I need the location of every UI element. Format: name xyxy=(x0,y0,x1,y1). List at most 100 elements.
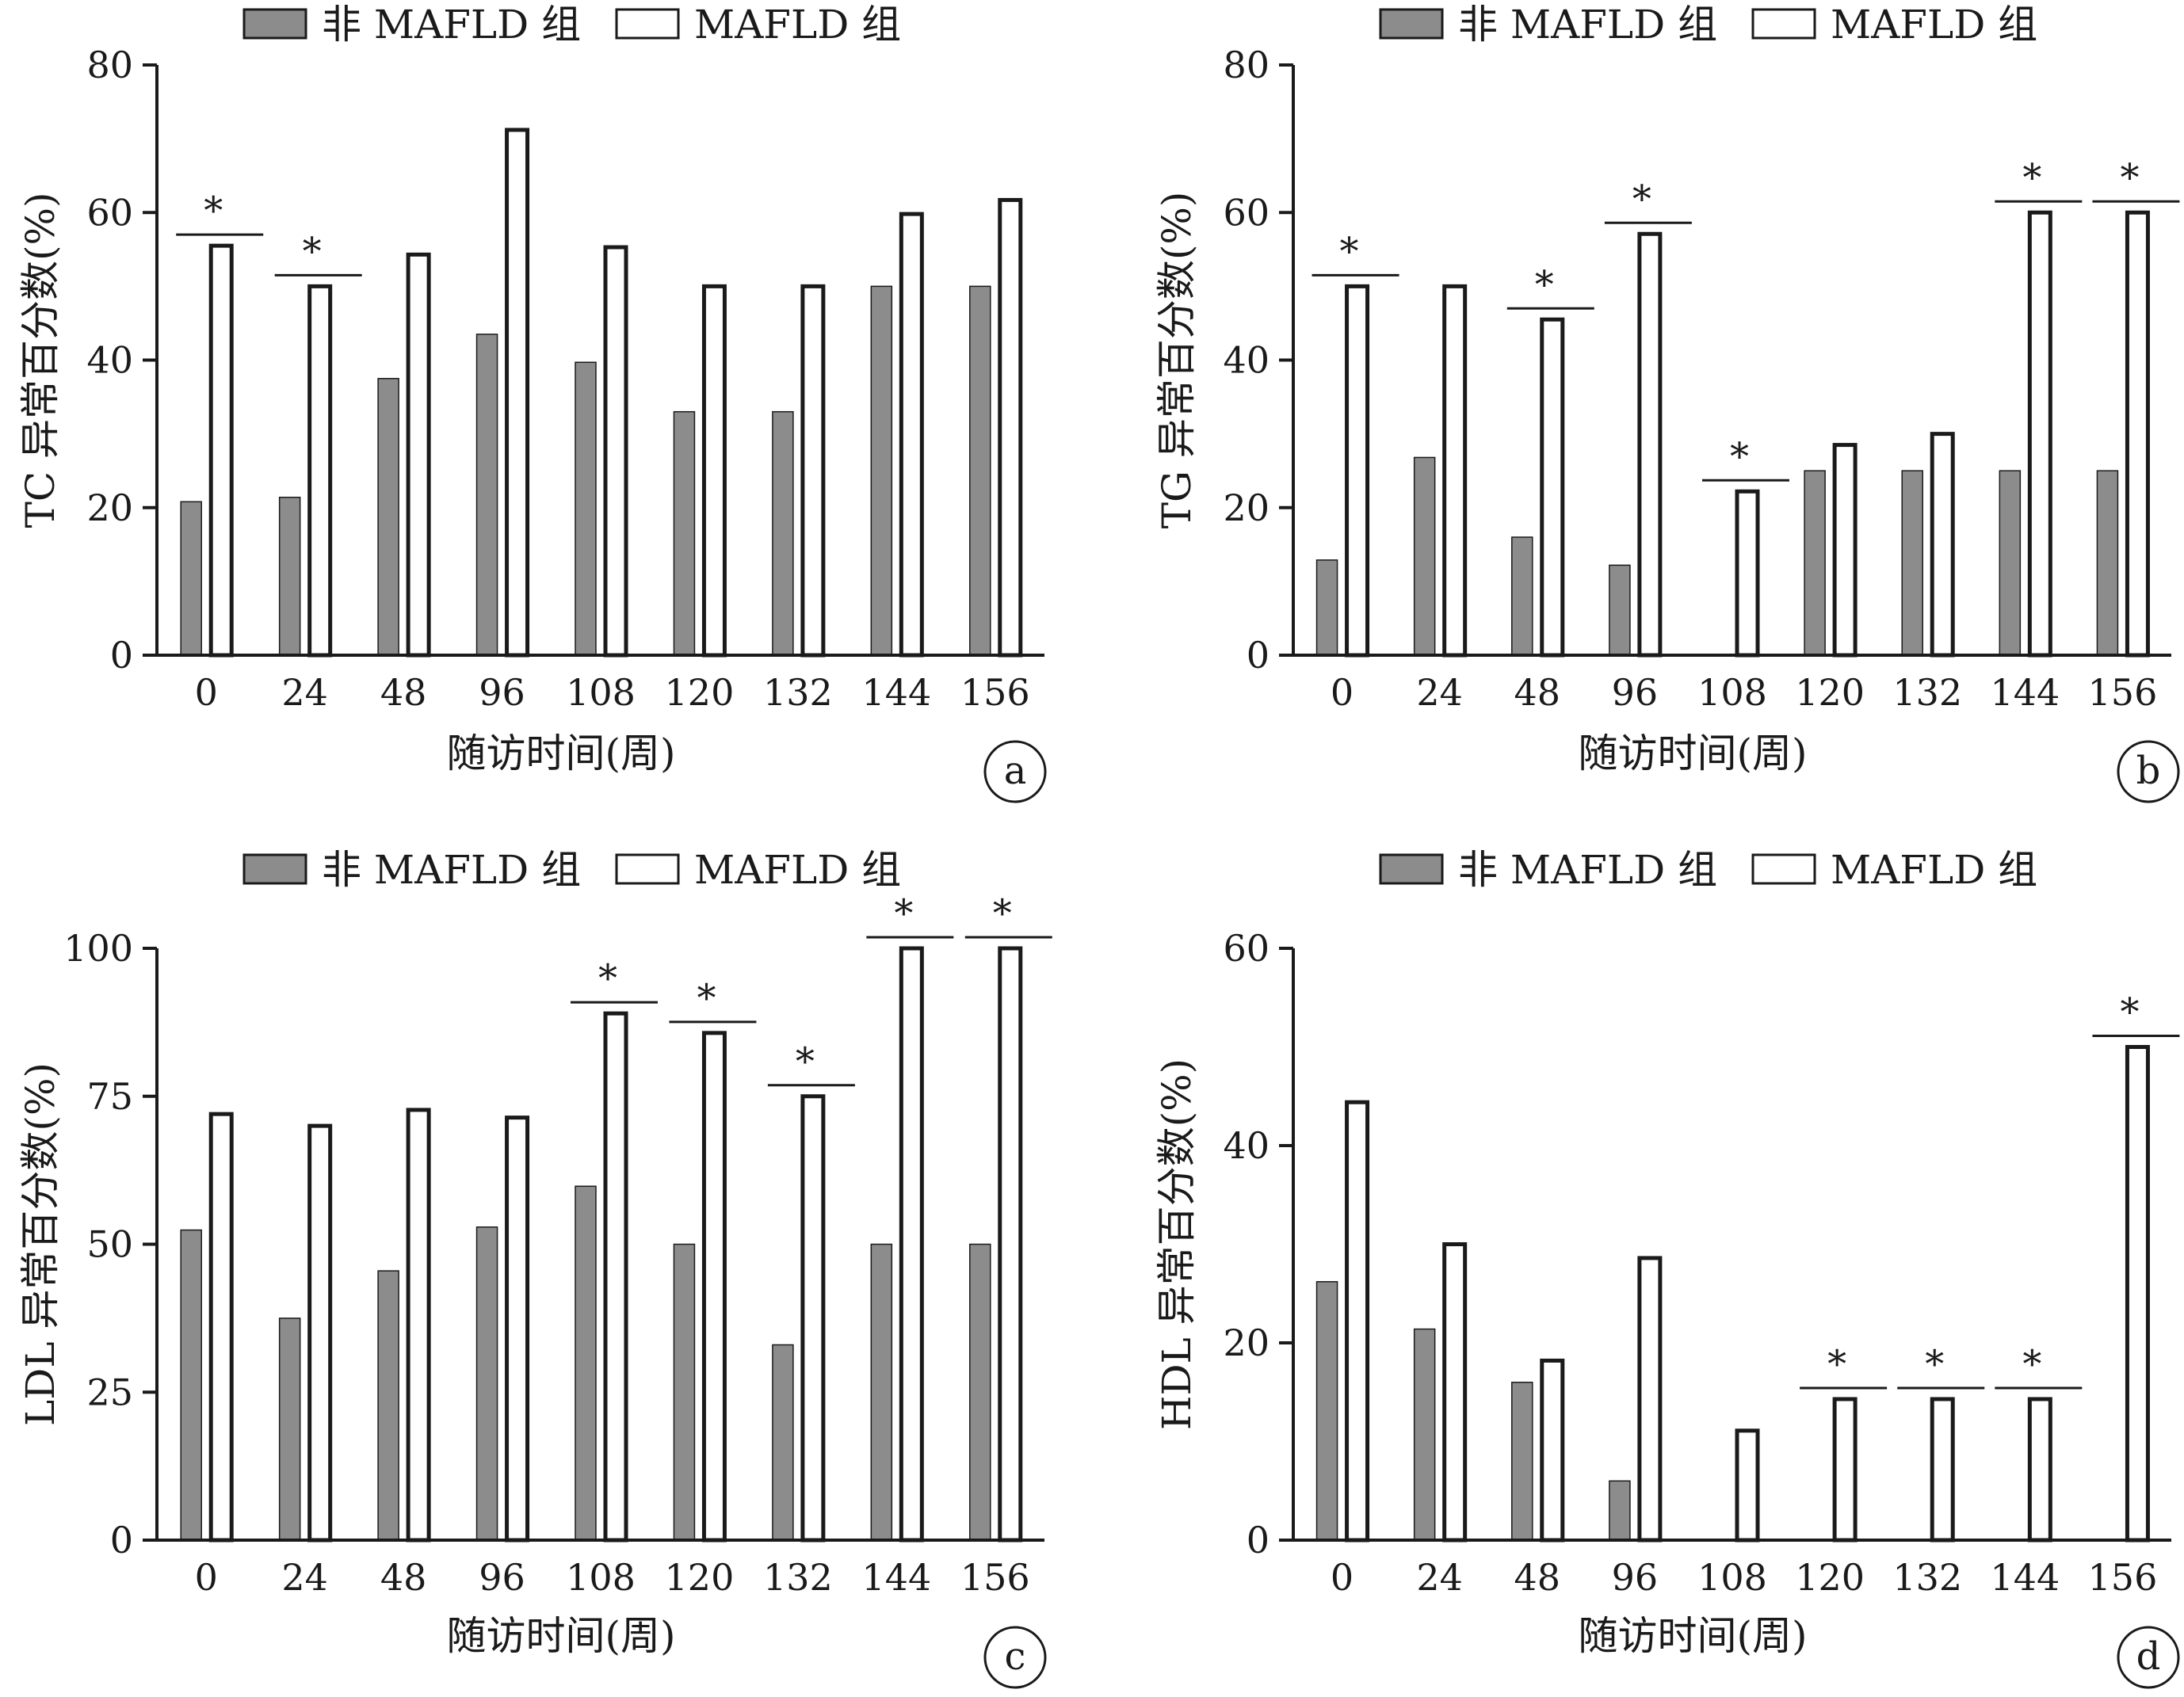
legend-label-mafld: MAFLD 组 xyxy=(694,847,901,893)
bar-non-mafld-48 xyxy=(377,378,399,656)
bar-mafld-144 xyxy=(899,946,924,1543)
bar-mafld-144 xyxy=(2027,210,2052,658)
x-axis-title: 随访时间(周) xyxy=(1578,1613,1807,1659)
bar-mafld-108 xyxy=(1735,1428,1760,1543)
significance-marker: * xyxy=(204,189,223,233)
bar-non-mafld-0 xyxy=(1315,559,1338,656)
bar-mafld-108 xyxy=(1735,489,1760,658)
y-tick-label: 40 xyxy=(86,339,133,382)
y-tick-label: 80 xyxy=(86,44,133,86)
panel-letter-circle xyxy=(2117,740,2180,803)
y-tick-label: 75 xyxy=(86,1075,133,1118)
bar-non-mafld-24 xyxy=(1413,1328,1436,1541)
x-tick-label: 132 xyxy=(763,671,833,714)
bar-mafld-96 xyxy=(505,1115,530,1543)
bar-mafld-0 xyxy=(208,1112,234,1543)
panel-letter: d xyxy=(2136,1634,2161,1679)
bar-mafld-132 xyxy=(800,1094,826,1543)
bar-mafld-144 xyxy=(2027,1397,2052,1543)
bar-mafld-108 xyxy=(603,245,628,658)
x-tick-label: 0 xyxy=(195,1556,218,1599)
bar-mafld-120 xyxy=(1832,1397,1858,1543)
x-tick-label: 108 xyxy=(1697,1556,1767,1599)
legend-label-mafld: MAFLD 组 xyxy=(694,2,901,48)
bar-non-mafld-96 xyxy=(475,334,498,656)
x-tick-label: 96 xyxy=(479,1556,525,1599)
significance-marker: * xyxy=(2120,155,2139,200)
x-tick-label: 144 xyxy=(861,671,931,714)
x-tick-label: 120 xyxy=(665,1556,735,1599)
significance-marker: * xyxy=(1730,434,1749,479)
x-tick-label: 96 xyxy=(1612,1556,1659,1599)
x-tick-label: 156 xyxy=(2088,671,2158,714)
significance-marker: * xyxy=(1925,1342,1944,1386)
y-tick-label: 20 xyxy=(1223,1321,1270,1364)
bar-non-mafld-120 xyxy=(1804,470,1826,656)
x-tick-label: 132 xyxy=(1892,671,1962,714)
bar-non-mafld-156 xyxy=(969,1243,991,1541)
bar-mafld-24 xyxy=(1442,284,1468,658)
y-tick-label: 40 xyxy=(1223,1124,1270,1167)
bar-non-mafld-144 xyxy=(870,285,893,656)
bar-mafld-96 xyxy=(1637,231,1663,658)
bar-non-mafld-24 xyxy=(278,496,301,656)
bar-mafld-156 xyxy=(998,197,1023,658)
panel-letter-circle xyxy=(983,1626,1047,1689)
bar-mafld-156 xyxy=(998,946,1023,1543)
significance-marker: * xyxy=(2022,1342,2041,1386)
bar-non-mafld-132 xyxy=(772,410,794,656)
bar-non-mafld-24 xyxy=(1413,456,1436,656)
bar-mafld-120 xyxy=(701,1031,727,1543)
legend-swatch-mafld xyxy=(1751,853,1816,885)
bar-mafld-48 xyxy=(1540,1358,1565,1543)
significance-marker: * xyxy=(993,891,1012,936)
x-axis-title: 随访时间(周) xyxy=(1578,730,1807,776)
chart-panel-a: 非 MAFLD 组 MAFLD 组 0 20 40 60 80 * 0 * 24 48 96 108 120… xyxy=(17,2,1047,803)
bar-non-mafld-120 xyxy=(673,410,696,656)
bar-mafld-24 xyxy=(307,284,333,658)
significance-marker: * xyxy=(1827,1342,1846,1386)
bar-mafld-48 xyxy=(406,252,431,658)
bar-non-mafld-0 xyxy=(180,501,202,656)
x-tick-label: 144 xyxy=(1990,671,2060,714)
panel-letter: c xyxy=(1005,1634,1026,1679)
y-tick-label: 50 xyxy=(86,1223,133,1266)
y-tick-label: 60 xyxy=(86,191,133,234)
bar-mafld-108 xyxy=(603,1011,628,1543)
bar-non-mafld-108 xyxy=(575,1185,597,1541)
bar-mafld-0 xyxy=(1345,284,1370,658)
y-tick-label: 60 xyxy=(1223,927,1270,970)
bar-non-mafld-144 xyxy=(1999,470,2022,656)
bar-non-mafld-0 xyxy=(180,1229,202,1541)
y-axis-title: LDL 异常百分数(%) xyxy=(17,1062,63,1426)
panel-letter: b xyxy=(2136,749,2161,793)
y-axis-title: TC 异常百分数(%) xyxy=(17,192,63,528)
y-tick-label: 0 xyxy=(1247,634,1270,677)
y-tick-label: 0 xyxy=(110,1519,133,1562)
panel-letter-circle xyxy=(983,740,1047,803)
y-tick-label: 80 xyxy=(1223,44,1270,86)
x-tick-label: 108 xyxy=(566,671,636,714)
bar-non-mafld-96 xyxy=(1609,564,1631,656)
legend-label-non-mafld: 非 MAFLD 组 xyxy=(1458,847,1717,893)
x-tick-label: 48 xyxy=(380,671,427,714)
bar-non-mafld-0 xyxy=(1315,1281,1338,1541)
y-tick-label: 100 xyxy=(63,927,133,970)
panel-letter: a xyxy=(1004,749,1027,793)
legend-swatch-mafld xyxy=(1751,8,1816,40)
x-tick-label: 24 xyxy=(281,671,328,714)
significance-marker: * xyxy=(303,229,322,273)
significance-marker: * xyxy=(1632,177,1651,221)
legend-swatch-mafld xyxy=(615,8,680,40)
bar-mafld-156 xyxy=(2125,1045,2150,1543)
x-tick-label: 156 xyxy=(960,671,1030,714)
y-tick-label: 0 xyxy=(110,634,133,677)
legend-swatch-non-mafld xyxy=(1379,8,1444,40)
x-tick-label: 0 xyxy=(195,671,218,714)
legend-swatch-non-mafld xyxy=(242,853,307,885)
bar-mafld-132 xyxy=(800,284,826,658)
bar-mafld-144 xyxy=(899,212,924,658)
legend-label-mafld: MAFLD 组 xyxy=(1831,2,2037,48)
legend-swatch-non-mafld xyxy=(1379,853,1444,885)
bar-mafld-0 xyxy=(1345,1100,1370,1543)
